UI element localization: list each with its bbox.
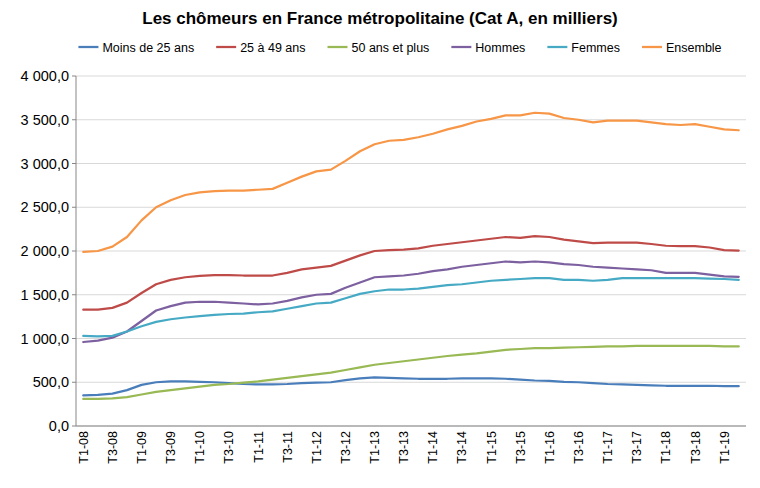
x-tick-label: T3-17 bbox=[630, 431, 644, 464]
x-tick-label: T1-18 bbox=[659, 431, 673, 464]
series-group bbox=[83, 113, 738, 399]
legend-label: Hommes bbox=[475, 41, 525, 55]
grid-line bbox=[76, 251, 746, 252]
y-tick bbox=[72, 338, 76, 339]
y-tick-label: 500,0 bbox=[33, 374, 69, 390]
y-tick-label: 1 000,0 bbox=[21, 331, 69, 347]
legend-label: Moins de 25 ans bbox=[102, 41, 194, 55]
x-tick-label: T1-16 bbox=[543, 431, 557, 464]
y-axis bbox=[76, 76, 77, 426]
legend-item: Hommes bbox=[451, 41, 525, 55]
y-tick-label: 2 000,0 bbox=[21, 243, 69, 259]
grid-line bbox=[76, 294, 746, 295]
legend-item: Moins de 25 ans bbox=[78, 41, 194, 55]
grid-line bbox=[76, 426, 746, 427]
x-tick-label: T3-11 bbox=[281, 431, 295, 463]
legend-swatch bbox=[547, 46, 567, 48]
y-tick bbox=[72, 294, 76, 295]
x-tick-label: T1-14 bbox=[426, 431, 440, 464]
series-line bbox=[83, 236, 738, 310]
legend-label: 25 à 49 ans bbox=[240, 41, 305, 55]
y-tick bbox=[72, 251, 76, 252]
y-tick-label: 3 500,0 bbox=[21, 112, 69, 128]
legend-item: 25 à 49 ans bbox=[216, 41, 305, 55]
series-line bbox=[83, 262, 738, 343]
x-tick-label: T1-08 bbox=[77, 431, 91, 464]
y-tick-label: 2 500,0 bbox=[21, 199, 69, 215]
y-tick bbox=[72, 119, 76, 120]
y-tick bbox=[72, 76, 76, 77]
grid-line bbox=[76, 207, 746, 208]
x-tick-label: T3-10 bbox=[222, 431, 236, 464]
series-line bbox=[83, 346, 738, 399]
y-tick-label: 0,0 bbox=[49, 418, 69, 434]
legend: Moins de 25 ans 25 à 49 ans 50 ans et plus… bbox=[78, 41, 721, 55]
legend-label: Ensemble bbox=[666, 41, 722, 55]
x-tick-label: T1-17 bbox=[601, 431, 615, 464]
x-tick-label: T3-18 bbox=[689, 431, 703, 464]
y-tick-label: 4 000,0 bbox=[21, 68, 69, 84]
x-tick-label: T3-13 bbox=[397, 431, 411, 464]
x-axis bbox=[76, 426, 746, 427]
background bbox=[0, 0, 760, 488]
legend-item: Ensemble bbox=[642, 41, 722, 55]
x-tick-label: T1-13 bbox=[368, 431, 382, 464]
legend-label: Femmes bbox=[571, 41, 620, 55]
grid-line bbox=[76, 163, 746, 164]
x-tick-label: T1-15 bbox=[485, 431, 499, 464]
legend-item: Femmes bbox=[547, 41, 620, 55]
grid-line bbox=[76, 76, 746, 77]
chart: Les chômeurs en France métropolitaine (C… bbox=[0, 0, 760, 488]
legend-swatch bbox=[216, 46, 236, 48]
grid-line bbox=[76, 338, 746, 339]
y-tick bbox=[72, 382, 76, 383]
y-tick-label: 1 500,0 bbox=[21, 287, 69, 303]
x-tick-label: T3-09 bbox=[164, 431, 178, 464]
series-line bbox=[83, 377, 738, 395]
legend-swatch bbox=[642, 46, 662, 48]
x-tick-label: T1-19 bbox=[718, 431, 732, 464]
legend-item: 50 ans et plus bbox=[328, 41, 430, 55]
x-tick-label: T3-15 bbox=[514, 431, 528, 464]
legend-swatch bbox=[328, 46, 348, 48]
y-tick bbox=[72, 207, 76, 208]
series-line bbox=[83, 278, 738, 336]
x-tick-label: T1-09 bbox=[135, 431, 149, 464]
y-tick bbox=[72, 426, 76, 427]
y-tick-label: 3 000,0 bbox=[21, 156, 69, 172]
series-line bbox=[83, 113, 738, 252]
x-tick-label: T3-14 bbox=[455, 431, 469, 464]
title: Les chômeurs en France métropolitaine (C… bbox=[142, 9, 618, 28]
legend-swatch bbox=[78, 46, 98, 48]
y-tick bbox=[72, 163, 76, 164]
x-tick-label: T1-12 bbox=[310, 431, 324, 464]
x-tick-label: T3-08 bbox=[106, 431, 120, 464]
x-tick-label: T3-12 bbox=[339, 431, 353, 464]
legend-label: 50 ans et plus bbox=[352, 41, 430, 55]
x-tick-label: T3-16 bbox=[572, 431, 586, 464]
legend-swatch bbox=[451, 46, 471, 48]
grid-line bbox=[76, 119, 746, 120]
x-tick-label: T1-10 bbox=[193, 431, 207, 464]
grid bbox=[72, 76, 746, 426]
x-tick-label: T1-11 bbox=[252, 431, 266, 463]
